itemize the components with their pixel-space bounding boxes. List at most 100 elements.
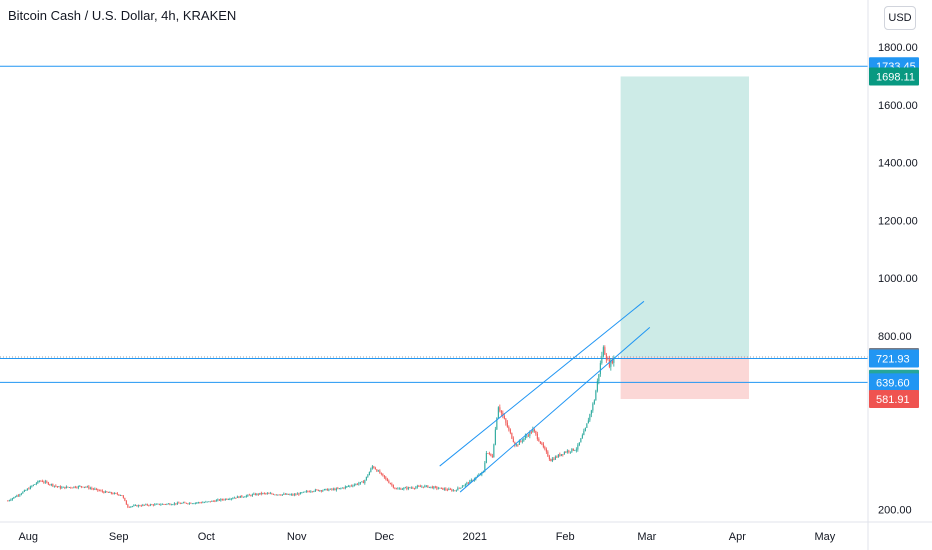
candle-body [284,493,286,495]
candle-body [562,454,564,455]
candle-body [151,504,153,506]
y-tick-label: 1800.00 [878,42,918,54]
candle-body [494,429,496,445]
candle-body [122,495,124,498]
candle-body [443,488,445,490]
candle-body [484,462,486,472]
candle-body [193,503,195,505]
candle-body [421,486,423,488]
channel-line[interactable] [439,300,645,467]
x-tick-label: May [814,531,835,543]
candle-body [563,452,565,455]
candle-body [179,503,181,505]
candle-body [40,480,42,482]
candle-body [107,492,109,493]
candle-body [95,488,97,490]
candle-body [589,414,591,421]
candle-body [394,487,396,489]
candle-body [175,503,177,505]
candle-body [187,503,189,505]
price-label-background [869,349,919,368]
candle-body [134,505,136,506]
candle-body [97,488,99,491]
candle-body [10,499,12,501]
candle-body [338,488,340,489]
candle-body [104,491,106,493]
candle-body [521,440,523,442]
candle-body [281,494,283,496]
candle-body [176,502,178,505]
channel-line[interactable] [459,326,651,493]
candle-body [217,499,219,501]
candle-body [167,503,169,505]
x-tick-label: Nov [287,531,307,543]
candle-body [566,450,568,453]
candle-body [502,412,504,417]
candle-body [244,496,246,498]
candle-body [224,498,226,500]
candle-body [38,480,40,482]
candle-body [67,486,69,488]
candle-body [340,488,342,489]
candle-body [242,496,244,498]
candle-body [532,429,534,433]
candle-body [311,491,313,493]
candle-body [596,381,598,391]
currency-button[interactable]: USD [884,6,916,30]
candle-body [407,487,409,489]
candle-body [7,500,9,502]
price-label-background [869,390,919,409]
candle-body [185,502,187,504]
candle-body [239,495,241,498]
candle-body [172,504,174,506]
candle-body [467,482,469,484]
candle-body [68,487,70,488]
candle-body [569,451,571,453]
candle-body [214,501,216,502]
candle-body [388,480,390,483]
candle-body [250,495,252,496]
candle-body [173,503,175,505]
candle-body [16,495,18,497]
candle-body [557,454,559,458]
candle-body [8,500,10,502]
candle-body [539,441,541,444]
candle-body [383,475,385,478]
candle-body [547,451,549,457]
candle-body [541,443,543,445]
candle-body [89,488,91,489]
candle-body [523,438,525,441]
candle-body [605,354,607,360]
price-label-text: 721.93 [876,354,910,366]
candle-body [229,499,231,500]
x-tick-label: Mar [637,531,656,543]
candle-body [398,488,400,490]
candle-body [308,491,310,493]
loss-zone [620,357,750,400]
candle-body [451,489,453,491]
candle-body [46,481,48,483]
candle-body [355,483,357,485]
candle-body [35,483,37,485]
candle-body [119,495,121,496]
candle-body [62,486,64,488]
price-label-background [869,67,919,86]
candle-body [116,493,118,495]
candle-body [497,407,499,418]
candle-body [43,481,45,483]
candle-body [73,486,75,488]
candle-body [487,453,489,454]
candle-body [392,485,394,488]
candle-body [343,487,345,489]
candle-body [316,489,318,491]
candle-body [155,503,157,505]
price-label-tag: 639.60 [869,373,919,392]
candle-body [499,407,501,411]
candle-body [536,433,538,439]
candle-body [98,490,100,492]
candle-body [455,490,457,492]
candle-body [464,483,466,486]
candle-body [506,422,508,427]
candle-body [223,499,225,501]
